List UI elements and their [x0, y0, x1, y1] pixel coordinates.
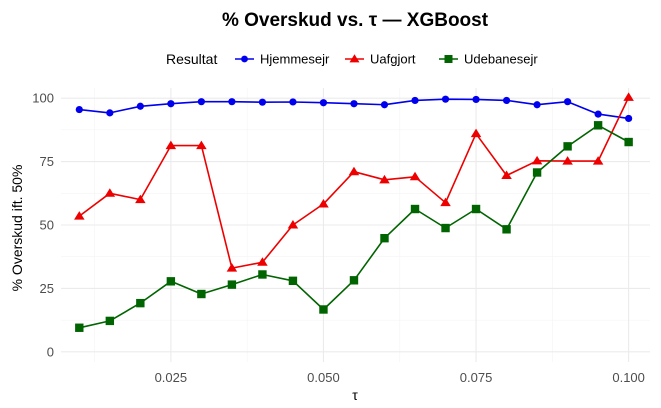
data-point-udebanesejr: [319, 305, 328, 314]
y-axis-ticks: 0 25 50 75 100: [32, 91, 54, 360]
data-point-udebanesejr: [166, 277, 176, 286]
y-tick-label: 50: [40, 218, 54, 233]
chart-title: % Overskud vs. τ — XGBoost: [222, 10, 489, 31]
legend-item-hjemmesejr: Hjemmesejr: [235, 52, 330, 67]
x-tick-label: 0.100: [612, 370, 645, 385]
series-udebanesejr: [75, 121, 633, 332]
data-point-uafgjort: [74, 211, 85, 220]
data-point-udebanesejr: [258, 270, 267, 279]
data-point-udebanesejr: [441, 223, 450, 233]
data-point-udebanesejr: [471, 204, 481, 214]
data-point-hjemmesejr: [75, 105, 83, 114]
data-point-uafgjort: [592, 156, 604, 165]
data-point-udebanesejr: [563, 142, 572, 151]
data-point-hjemmesejr: [472, 95, 480, 104]
data-point-uafgjort: [409, 171, 421, 181]
data-point-uafgjort: [165, 140, 177, 150]
data-point-uafgjort: [135, 194, 146, 204]
legend-items: Hjemmesejr Uafgjort Udebanesejr: [235, 52, 538, 67]
data-point-uafgjort: [196, 140, 207, 150]
data-point-hjemmesejr: [289, 98, 297, 106]
x-tick-label: 0.025: [155, 370, 188, 385]
legend-key-marker: [349, 54, 360, 63]
data-point-uafgjort: [104, 188, 116, 197]
data-point-uafgjort: [318, 198, 329, 208]
data-point-hjemmesejr: [197, 98, 205, 106]
data-point-uafgjort: [623, 92, 634, 101]
data-point-hjemmesejr: [564, 98, 572, 106]
data-point-hjemmesejr: [319, 99, 328, 107]
legend-item-uafgjort: Uafgjort: [345, 52, 416, 67]
data-point-uafgjort: [562, 156, 573, 165]
data-point-hjemmesejr: [136, 102, 144, 110]
y-axis-label: % Overskud ift. 50%: [9, 165, 25, 292]
series-line-uafgjort: [78, 97, 630, 269]
data-point-udebanesejr: [349, 276, 359, 285]
data-point-hjemmesejr: [411, 96, 419, 105]
series-line-udebanesejr: [79, 124, 629, 329]
y-tick-label: 75: [40, 154, 54, 169]
data-point-udebanesejr: [227, 280, 237, 289]
data-point-uafgjort: [348, 166, 360, 176]
data-point-uafgjort: [470, 128, 482, 138]
plot-area: [61, 88, 650, 362]
data-point-udebanesejr: [593, 121, 603, 130]
data-point-hjemmesejr: [594, 110, 602, 118]
data-point-udebanesejr: [75, 323, 84, 332]
y-tick-label: 100: [32, 91, 54, 106]
legend-label: Hjemmesejr: [260, 52, 330, 67]
y-tick-label: 25: [40, 281, 54, 296]
data-point-hjemmesejr: [380, 101, 389, 109]
x-tick-label: 0.050: [307, 370, 340, 385]
data-point-hjemmesejr: [258, 98, 267, 106]
data-point-uafgjort: [531, 155, 543, 165]
data-point-udebanesejr: [380, 233, 389, 243]
data-point-udebanesejr: [624, 137, 633, 147]
y-tick-label: 0: [47, 344, 54, 359]
series-layer: [74, 92, 634, 332]
legend-title: Resultat: [166, 51, 217, 67]
data-point-hjemmesejr: [350, 100, 358, 108]
legend: Resultat Hjemmesejr Uafgjort Udebanesejr: [166, 51, 538, 67]
data-point-udebanesejr: [532, 168, 542, 177]
legend-label: Udebanesejr: [464, 52, 538, 67]
data-point-uafgjort: [501, 170, 512, 180]
data-point-udebanesejr: [410, 204, 420, 214]
data-point-uafgjort: [287, 220, 299, 229]
data-point-hjemmesejr: [502, 96, 511, 105]
series-uafgjort: [74, 92, 634, 272]
data-point-hjemmesejr: [167, 100, 175, 108]
legend-key-marker: [444, 55, 453, 63]
legend-label: Uafgjort: [370, 52, 416, 67]
data-point-uafgjort: [257, 257, 268, 266]
x-axis-ticks: 0.025 0.050 0.075 0.100: [155, 370, 645, 385]
data-point-udebanesejr: [105, 316, 115, 326]
data-point-hjemmesejr: [625, 114, 633, 123]
data-point-hjemmesejr: [106, 109, 114, 117]
series-hjemmesejr: [75, 95, 633, 123]
data-point-hjemmesejr: [533, 101, 541, 109]
legend-item-udebanesejr: Udebanesejr: [439, 52, 538, 67]
data-point-udebanesejr: [197, 289, 206, 299]
x-tick-label: 0.075: [460, 370, 493, 385]
data-point-hjemmesejr: [228, 98, 236, 106]
data-point-uafgjort: [440, 197, 451, 207]
data-point-udebanesejr: [502, 225, 511, 234]
data-point-uafgjort: [379, 174, 390, 184]
data-point-hjemmesejr: [441, 95, 450, 103]
grid: [61, 88, 650, 362]
data-point-uafgjort: [226, 263, 238, 272]
data-point-udebanesejr: [288, 276, 298, 286]
x-axis-label: τ: [352, 387, 358, 403]
legend-key-marker: [241, 55, 248, 63]
data-point-udebanesejr: [136, 298, 145, 308]
